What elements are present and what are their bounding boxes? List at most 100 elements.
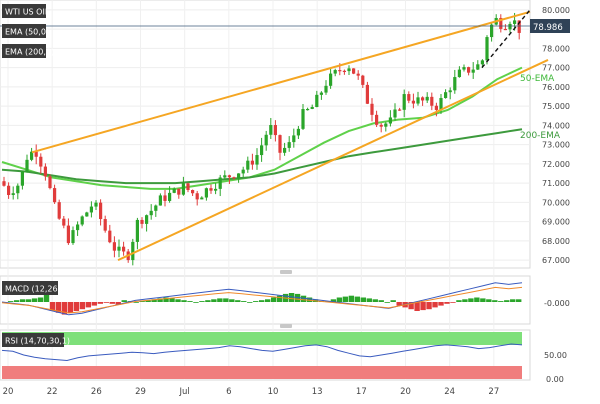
candle-body <box>273 125 277 136</box>
rsi-panel-resize-handle[interactable] <box>280 324 292 328</box>
candle-body <box>411 100 415 104</box>
candle-body <box>434 105 438 110</box>
candle-body <box>448 90 452 93</box>
macd-histogram-bar <box>163 297 169 302</box>
candle-body <box>85 212 89 217</box>
macd-histogram-bar <box>7 301 14 302</box>
macd-histogram-bar <box>510 299 516 302</box>
y-tick-label: 74.000 <box>542 121 570 130</box>
x-tick-label: 6 <box>226 387 231 397</box>
candle-body <box>48 176 52 189</box>
macd-histogram-bar <box>241 301 247 302</box>
candle-body <box>131 241 135 261</box>
y-tick-label: 78.000 <box>542 44 570 53</box>
rsi-level-50: 50.00 <box>544 351 567 360</box>
candle-body <box>16 185 20 194</box>
candle-body <box>471 69 475 73</box>
candle-body <box>89 206 93 213</box>
macd-histogram-bar <box>43 294 50 302</box>
macd-histogram-bar <box>175 299 181 302</box>
candle-body <box>103 219 107 231</box>
y-tick-label: 69.000 <box>542 218 570 227</box>
candles <box>2 12 521 266</box>
candle-body <box>342 70 346 73</box>
macd-histogram-bar <box>264 299 271 302</box>
candle-body <box>168 192 172 201</box>
candle-body <box>227 175 231 178</box>
candle-body <box>361 75 365 85</box>
ema50-caption: 50-EMA <box>520 74 555 84</box>
candle-body <box>237 173 241 179</box>
macd-histogram-bar <box>199 301 205 302</box>
macd-histogram-bar <box>139 301 145 302</box>
lower-trendline <box>117 59 549 262</box>
macd-histogram-bar <box>187 301 193 302</box>
candle-body <box>310 107 314 109</box>
macd-histogram-bar <box>342 296 349 302</box>
macd-histogram-bar <box>450 302 456 303</box>
candle-body <box>485 37 489 61</box>
candle-body <box>508 23 512 30</box>
rsi-indicator <box>1 332 523 379</box>
rsi-legend-box[interactable] <box>2 333 64 347</box>
candle-body <box>513 20 517 24</box>
candle-body <box>379 124 383 127</box>
candle-body <box>34 151 38 157</box>
candle-body <box>467 67 471 73</box>
y-tick-label: 80.000 <box>542 6 570 15</box>
macd-panel-resize-handle[interactable] <box>280 270 292 274</box>
macd-histogram-bar <box>121 300 127 302</box>
macd-histogram-bar <box>456 300 462 302</box>
candle-body <box>163 195 167 201</box>
macd-histogram-bar <box>354 296 361 302</box>
candle-body <box>62 218 66 226</box>
candle-body <box>425 96 429 101</box>
x-tick-label: 26 <box>91 387 102 397</box>
candle-body <box>7 185 11 195</box>
candle-body <box>154 205 158 211</box>
macd-histogram-bar <box>79 302 86 310</box>
candle-body <box>232 177 236 179</box>
candle-body <box>388 117 392 124</box>
macd-histogram-bar <box>73 302 80 311</box>
candle-body <box>407 94 411 101</box>
macd-histogram-bar <box>306 297 313 302</box>
y-tick-label: 72.000 <box>542 160 570 169</box>
ema200-legend: EMA (200,0) <box>5 48 54 57</box>
macd-histogram-bar <box>103 302 109 303</box>
candle-body <box>421 97 425 101</box>
macd-histogram-bar <box>426 302 432 310</box>
candle-body <box>140 219 144 224</box>
candle-body <box>333 70 337 74</box>
macd-histogram-bar <box>229 299 235 302</box>
macd-histogram-bar <box>217 298 223 302</box>
candle-body <box>112 242 116 251</box>
current-price-badge <box>530 19 570 33</box>
candle-body <box>241 169 245 174</box>
macd-histogram-bar <box>486 299 492 302</box>
candle-body <box>393 109 397 118</box>
ema200-legend-box[interactable] <box>2 44 46 58</box>
macd-histogram-bar <box>91 302 98 306</box>
macd-histogram-bar <box>235 300 241 302</box>
candle-body <box>375 114 379 125</box>
macd-legend-box[interactable] <box>2 281 58 295</box>
candle-body <box>269 125 273 135</box>
macd-histogram-bar <box>330 299 337 302</box>
y-tick-label: 73.000 <box>542 141 570 150</box>
symbol-legend-box[interactable] <box>2 4 46 18</box>
macd-histogram-bar <box>378 300 384 302</box>
macd-zero-label: -0.000 <box>544 299 570 308</box>
macd-histogram-bar <box>253 301 259 302</box>
macd-signal-line <box>1 286 523 314</box>
ema200-caption: 200-EMA <box>520 131 561 141</box>
candle-body <box>195 193 199 200</box>
macd-histogram-bar <box>97 302 104 304</box>
candle-body <box>416 97 420 104</box>
ema50-legend-box[interactable] <box>2 24 46 38</box>
macd-histogram-bar <box>145 300 151 302</box>
macd-histogram-bar <box>390 300 396 302</box>
candle-body <box>365 84 369 104</box>
macd-histogram-bar <box>19 299 26 302</box>
y-tick-label: 77.000 <box>542 64 570 73</box>
